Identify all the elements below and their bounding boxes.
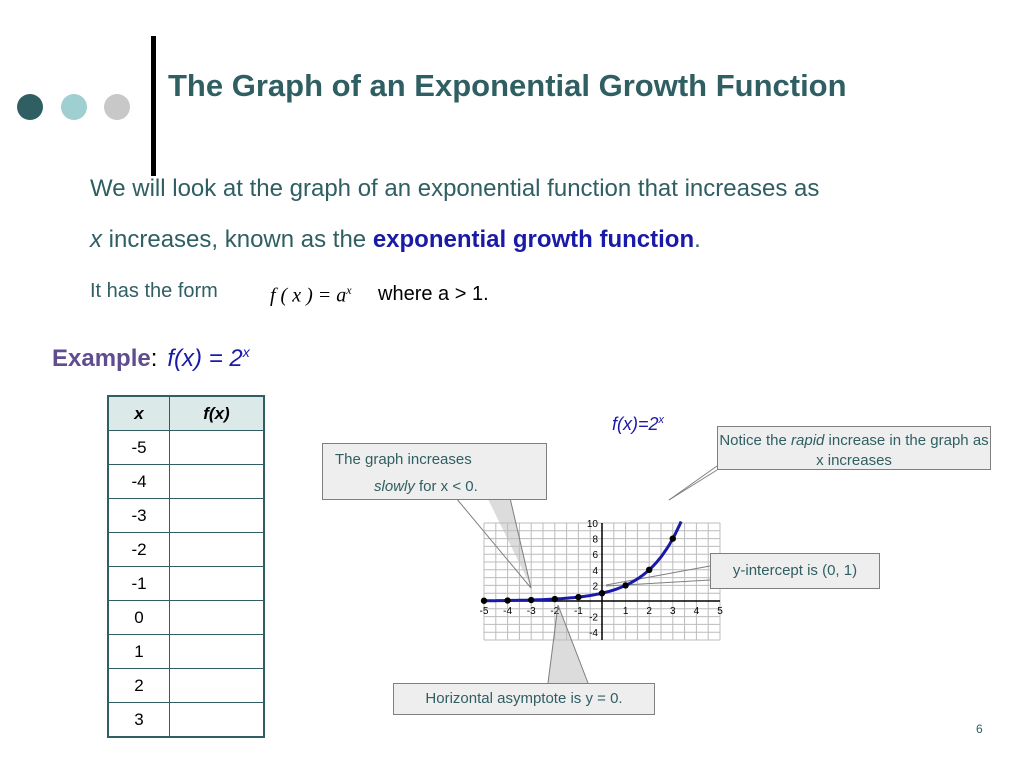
table-cell-fx (169, 464, 265, 499)
example-label: Example (52, 345, 151, 372)
form-label: It has the form (90, 280, 218, 302)
table-row: -3 (107, 498, 265, 533)
table-header-row: x f(x) (107, 395, 265, 431)
pointer-asymptote-right (557, 604, 589, 684)
y-tick-label: 8 (592, 535, 598, 546)
table-row: -2 (107, 532, 265, 567)
decor-dot-gray (104, 94, 130, 120)
table-cell-fx (169, 600, 265, 635)
x-tick-label: 5 (717, 606, 723, 617)
callout-rapid-before: Notice the (719, 432, 792, 449)
form-formula-base: f ( x ) = a (270, 284, 347, 307)
table-row: 2 (107, 668, 265, 703)
example-function-exponent: x (242, 344, 250, 360)
pointer-slow-right (509, 497, 532, 589)
data-point (480, 597, 488, 604)
pointer-rapid-bottom (668, 469, 718, 501)
decor-dot-teal (61, 94, 87, 120)
intro-line-2-text: increases, known as the (102, 226, 373, 253)
table-header-x: x (107, 395, 170, 431)
table-cell-fx (169, 668, 265, 703)
pointer-asymptote-left (547, 604, 559, 684)
form-formula-exponent: x (346, 283, 352, 297)
example-colon: : (150, 345, 158, 372)
table-cell-fx (169, 498, 265, 533)
callout-slow-rest: for x < 0. (414, 478, 478, 495)
y-tick-label: 2 (592, 581, 598, 592)
data-point (669, 535, 676, 542)
x-tick-label: -5 (480, 606, 489, 617)
form-formula: f ( x ) = ax (270, 283, 352, 308)
table-cell-x: -2 (107, 532, 170, 567)
pointer-intercept-top (605, 565, 711, 586)
data-point (622, 582, 629, 589)
table-cell-fx (169, 702, 265, 738)
x-tick-label: -2 (550, 606, 559, 617)
x-tick-label: 2 (646, 606, 652, 617)
y-tick-label: 6 (592, 550, 598, 561)
y-tick-label: 10 (587, 519, 599, 530)
callout-rapid-increase: Notice the rapid increase in the graph a… (717, 426, 991, 470)
table-row: 3 (107, 702, 265, 738)
example-line: Example: f(x) = 2x (52, 344, 250, 373)
graph-title: f(x)=2x (612, 414, 664, 435)
growth-function-term: exponential growth function (372, 226, 695, 253)
table-cell-x: 1 (107, 634, 170, 669)
data-point (528, 596, 535, 604)
intro-line-1: We will look at the graph of an exponent… (90, 175, 820, 202)
data-point (646, 566, 653, 573)
example-function-base: f(x) = 2 (167, 345, 243, 372)
x-tick-label: -3 (527, 606, 536, 617)
table-row: -1 (107, 566, 265, 601)
pointer-rapid-top (668, 465, 718, 501)
decor-dot-dark (17, 94, 43, 120)
callout-rapid-italic: rapid (791, 432, 825, 449)
y-tick-label: -2 (589, 613, 598, 624)
table-row: 0 (107, 600, 265, 635)
example-function: f(x) = 2x (167, 344, 250, 372)
graph-title-exponent: x (658, 414, 665, 426)
callout-asymptote: Horizontal asymptote is y = 0. (393, 683, 655, 715)
data-point (598, 590, 606, 597)
table-header-fx: f(x) (169, 395, 265, 431)
x-tick-label: -1 (574, 606, 583, 617)
x-tick-label: 4 (694, 606, 700, 617)
intro-line-2: x increases, known as the exponential gr… (90, 226, 701, 254)
intro-x-variable: x (90, 226, 102, 253)
x-tick-label: -4 (503, 606, 512, 617)
table-cell-x: -5 (107, 430, 170, 465)
callout-slow-line2: slowly for x < 0. (374, 478, 478, 495)
x-tick-label: 3 (670, 606, 676, 617)
callout-slow-line1: The graph increases (335, 451, 472, 468)
slide-title: The Graph of an Exponential Growth Funct… (168, 68, 847, 103)
callout-y-intercept: y-intercept is (0, 1) (710, 553, 880, 589)
callout-rapid-after: increase in the graph as x increases (816, 432, 989, 469)
pointer-slow-left (455, 497, 532, 589)
y-tick-label: 4 (592, 566, 598, 577)
callout-slow-increase: The graph increases slowly for x < 0. (322, 443, 547, 500)
graph-title-base: f(x)=2 (612, 414, 659, 434)
title-divider-bar (151, 36, 156, 176)
table-cell-fx (169, 566, 265, 601)
values-table: x f(x) -5 -4 -3 -2 -1 0 1 2 3 (107, 395, 265, 738)
table-row: -4 (107, 464, 265, 499)
pointer-band-slow (487, 497, 531, 587)
callout-slow-italic: slowly (374, 478, 415, 495)
data-point (504, 597, 511, 604)
data-point (575, 593, 582, 601)
table-cell-x: 0 (107, 600, 170, 635)
page-number: 6 (976, 722, 983, 736)
data-point (551, 595, 558, 603)
form-condition: where a > 1. (378, 283, 489, 305)
intro-line-2-end: . (694, 226, 701, 253)
x-tick-label: 1 (623, 606, 629, 617)
y-tick-label: -4 (589, 628, 598, 639)
table-cell-fx (169, 532, 265, 567)
